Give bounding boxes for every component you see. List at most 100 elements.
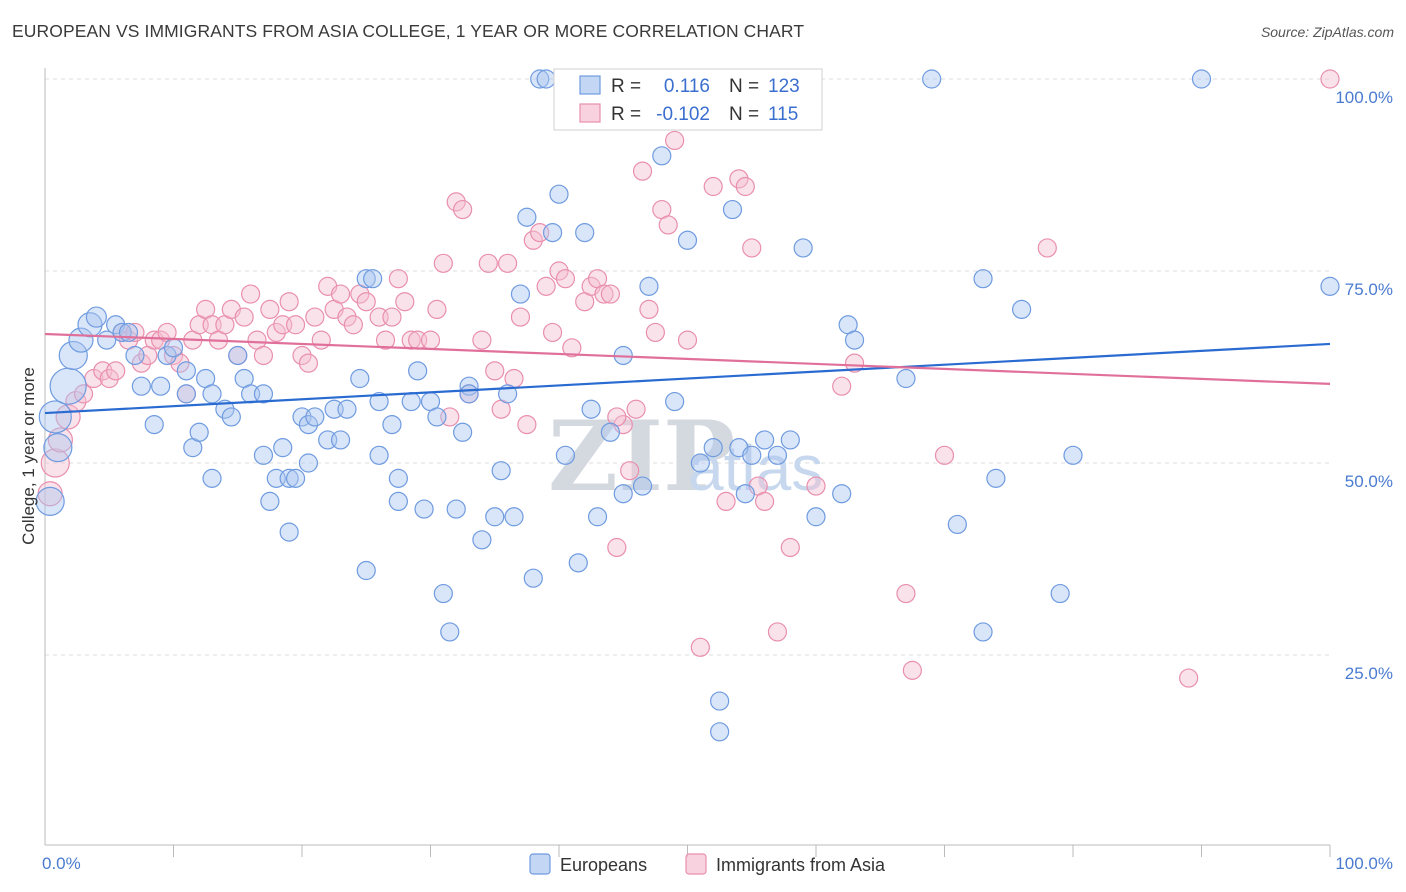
data-point: [690, 637, 710, 657]
data-point: [902, 660, 922, 680]
data-point: [587, 507, 608, 527]
data-point: [253, 445, 274, 465]
data-point: [131, 353, 151, 373]
series-europeans: [35, 69, 1340, 742]
data-point: [375, 330, 396, 350]
data-point: [600, 284, 621, 304]
data-point: [632, 476, 653, 496]
data-point: [157, 345, 177, 366]
data-point: [658, 215, 678, 235]
data-point: [1037, 238, 1057, 258]
data-point: [49, 367, 87, 405]
data-point: [58, 340, 88, 371]
data-point: [677, 230, 698, 250]
data-point: [806, 507, 826, 527]
data-point: [478, 253, 498, 273]
x-tick-label-min: 0.0%: [42, 854, 81, 873]
y-tick-labels: 25.0% 50.0% 75.0% 100.0%: [1335, 88, 1393, 683]
data-point: [542, 223, 563, 243]
data-point: [607, 537, 627, 558]
data-point: [163, 338, 184, 358]
trend-lines: [44, 332, 1331, 415]
data-point: [369, 445, 389, 465]
data-point: [356, 269, 376, 289]
stats-r-value: 0.116: [664, 76, 710, 97]
watermark-zip: ZIP: [548, 400, 735, 513]
data-point: [273, 438, 293, 458]
data-point: [581, 399, 601, 419]
data-point: [710, 722, 730, 742]
data-point: [440, 622, 460, 642]
data-point: [600, 422, 621, 442]
data-point: [144, 415, 164, 435]
data-point: [433, 253, 453, 273]
data-point: [266, 322, 286, 343]
y-tick-label: 100.0%: [1335, 88, 1393, 107]
data-point: [491, 461, 511, 481]
data-point: [163, 345, 184, 366]
data-point: [38, 400, 72, 434]
data-point: [504, 507, 524, 527]
stats-r-label: R =: [611, 104, 641, 125]
data-point: [1320, 69, 1340, 89]
data-point: [735, 484, 755, 504]
data-point: [106, 361, 126, 381]
data-point: [568, 553, 588, 573]
y-tick-label: 75.0%: [1345, 280, 1393, 299]
data-point: [40, 448, 70, 478]
data-point: [427, 299, 447, 319]
data-point: [382, 415, 402, 435]
data-point: [125, 345, 145, 366]
stats-swatch-pink: [579, 103, 601, 123]
legend-label-pink: Immigrants from Asia: [716, 855, 886, 875]
data-point: [388, 491, 408, 511]
data-point: [234, 307, 254, 327]
data-point: [151, 376, 171, 396]
data-point: [517, 415, 537, 435]
data-point: [767, 622, 788, 642]
data-point: [330, 430, 351, 450]
stats-n-value: 123: [768, 76, 800, 97]
data-point: [453, 199, 473, 220]
data-point: [986, 468, 1006, 488]
data-point: [973, 269, 993, 289]
stats-r-value: -0.102: [656, 104, 710, 125]
data-point: [298, 415, 319, 435]
legend-swatch-pink: [685, 853, 707, 875]
data-point: [253, 384, 274, 404]
data-point: [562, 338, 582, 358]
data-point: [690, 453, 710, 473]
data-point: [176, 361, 196, 381]
data-point: [408, 361, 428, 381]
data-point: [388, 269, 408, 289]
x-tick-labels: 0.0% 100.0%: [42, 854, 1393, 873]
data-point: [934, 445, 955, 465]
trend-line-blue: [44, 342, 1331, 415]
data-point: [356, 560, 376, 581]
data-point: [555, 445, 576, 465]
data-point: [485, 361, 505, 381]
data-point: [767, 445, 788, 465]
stats-box: R = 0.116 N = 123 R = -0.102 N = 115: [553, 68, 823, 131]
data-point: [896, 368, 916, 389]
data-point: [844, 353, 865, 373]
data-point: [420, 330, 441, 350]
data-point: [43, 433, 73, 463]
chart-title: EUROPEAN VS IMMIGRANTS FROM ASIA COLLEGE…: [12, 21, 805, 41]
watermark-atlas: atlas: [688, 432, 823, 504]
data-point: [279, 468, 299, 488]
data-point: [780, 430, 800, 450]
trend-line-pink: [44, 332, 1331, 385]
data-point: [510, 307, 531, 327]
stats-n-value: 115: [768, 104, 798, 125]
data-point: [613, 484, 633, 504]
data-point: [350, 368, 370, 389]
data-point: [446, 499, 466, 519]
data-point: [369, 391, 389, 412]
data-point: [523, 230, 543, 250]
data-point: [754, 491, 775, 511]
data-point: [645, 322, 665, 343]
data-point: [1011, 299, 1032, 319]
data-point: [427, 407, 447, 427]
